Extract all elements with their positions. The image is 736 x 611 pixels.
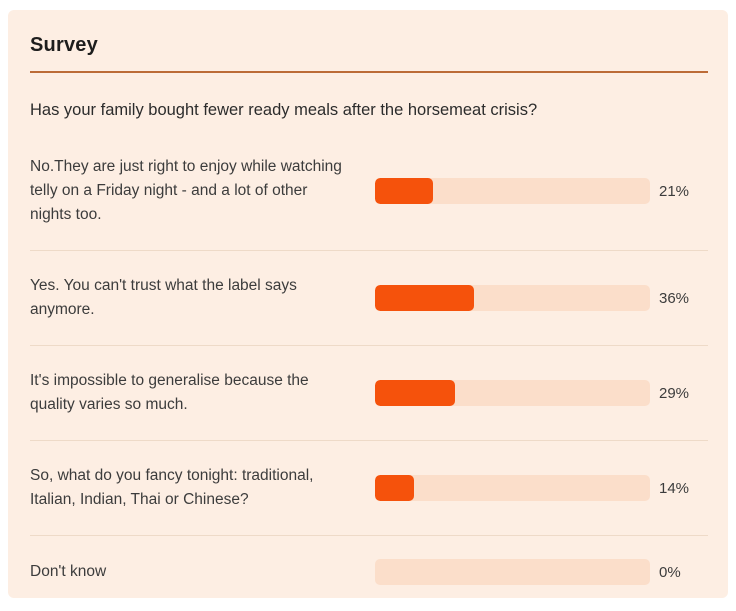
result-bar-fill [375,285,474,312]
result-bar-fill [375,380,455,407]
result-bar-track [375,380,650,407]
option-label: Yes. You can't trust what the label says… [30,277,297,319]
survey-card: Survey Has your family bought fewer read… [8,10,728,598]
option-percent: 14% [659,479,690,497]
option-percent: 29% [659,384,690,402]
option-label: It's impossible to generalise because th… [30,372,309,414]
option-percent: 36% [659,289,690,307]
result-bar-track [375,178,650,205]
survey-option-row: It's impossible to generalise because th… [30,345,708,440]
result-bar-fill [375,475,414,502]
result-bar-fill [375,178,433,205]
survey-question: Has your family bought fewer ready meals… [30,101,538,119]
result-bar-track [375,559,650,586]
result-bar-track [375,285,650,312]
options-list: No.They are just right to enjoy while wa… [30,132,708,608]
survey-option-row: So, what do you fancy tonight: tradition… [30,440,708,535]
option-label: No.They are just right to enjoy while wa… [30,158,342,224]
option-percent: 0% [659,563,681,581]
option-label: Don't know [30,563,107,581]
option-percent: 21% [659,182,690,200]
survey-option-row: Yes. You can't trust what the label says… [30,250,708,345]
survey-title: Survey [30,34,98,56]
option-label: So, what do you fancy tonight: tradition… [30,467,314,509]
result-bar-track [375,475,650,502]
survey-option-row: Don't know 0% [30,535,708,608]
title-divider [30,71,708,73]
survey-option-row: No.They are just right to enjoy while wa… [30,132,708,250]
